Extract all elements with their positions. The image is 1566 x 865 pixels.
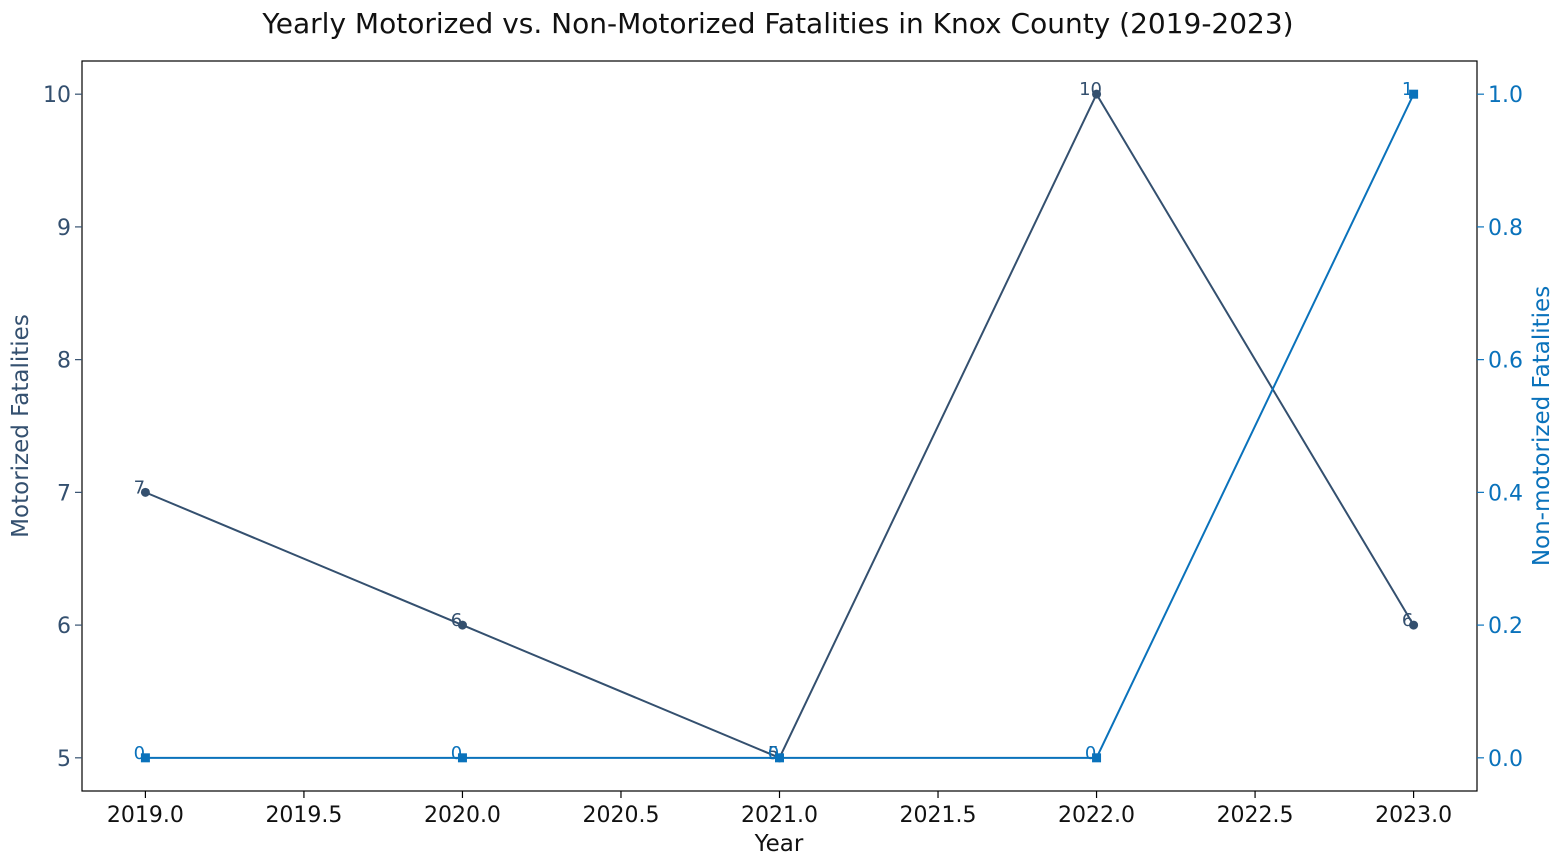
series-1-data-label: 7: [134, 477, 145, 498]
series-1-data-label: 5: [768, 743, 779, 764]
series-1-point: [1409, 620, 1419, 630]
y-right-tick-label: 0.0: [1488, 747, 1523, 772]
y-left-tick-label: 9: [57, 216, 71, 241]
series-1-point: [457, 620, 467, 630]
y-axis-left-title: Motorized Fatalities: [8, 314, 34, 538]
y-left-tick-label: 8: [57, 349, 71, 374]
y-axis-right: 0.0 0.2 0.4 0.6 0.8 1.0: [1477, 83, 1523, 772]
series-1-point: [1092, 89, 1102, 99]
y-right-tick-label: 0.2: [1488, 614, 1523, 639]
y-right-tick-label: 0.4: [1488, 481, 1523, 506]
series-1-data-label: 10: [1079, 79, 1102, 100]
x-axis-title: Year: [754, 831, 804, 857]
y-right-tick-label: 0.8: [1488, 216, 1523, 241]
series-layer: 7 6 5 10 6 0 0 0 0 1: [134, 79, 1419, 764]
series-2-line: [145, 93, 1415, 759]
y-axis-left: 5 6 7 8 9 10: [43, 83, 82, 772]
series-2-data-label: 0: [1085, 743, 1096, 764]
x-tick-label: 2020.5: [582, 803, 659, 828]
x-tick-label: 2020.0: [424, 803, 501, 828]
series-1-data-label: 6: [1402, 610, 1413, 631]
x-tick-label: 2021.5: [900, 803, 977, 828]
x-tick-label: 2019.0: [107, 803, 184, 828]
series-2-point: [1092, 753, 1102, 763]
plot-area-frame: [81, 60, 1478, 792]
x-axis: 2019.0 2019.5 2020.0 2020.5 2021.0 2021.5 2022…: [107, 791, 1452, 828]
x-tick-label: 2022.0: [1058, 803, 1135, 828]
y-left-tick-label: 10: [43, 83, 71, 108]
series-2-point: [775, 753, 784, 763]
x-tick-label: 2022.5: [1217, 803, 1294, 828]
series-1-line: [145, 92, 1415, 760]
chart-title: Yearly Motorized vs. Non-Motorized Fatal…: [261, 7, 1293, 40]
series-2-point: [140, 753, 150, 763]
y-right-tick-label: 1.0: [1488, 83, 1523, 108]
series-2-point: [1409, 89, 1419, 99]
y-left-tick-label: 5: [57, 747, 71, 772]
series-1-point: [140, 487, 150, 497]
y-left-tick-label: 6: [57, 614, 71, 639]
series-2-data-label: 0: [134, 743, 145, 764]
series-2-data-label: 0: [768, 743, 779, 764]
series-2-point: [457, 753, 467, 763]
x-tick-label: 2021.0: [741, 803, 818, 828]
x-tick-label: 2023.0: [1375, 803, 1452, 828]
series-2-data-label: 1: [1402, 79, 1413, 100]
y-left-tick-label: 7: [57, 481, 71, 506]
series-1-data-label: 6: [451, 610, 462, 631]
y-axis-right-title: Non-motorized Fatalities: [1529, 286, 1555, 566]
series-2-data-label: 0: [451, 743, 462, 764]
x-tick-label: 2019.5: [265, 803, 342, 828]
y-right-tick-label: 0.6: [1488, 349, 1523, 374]
